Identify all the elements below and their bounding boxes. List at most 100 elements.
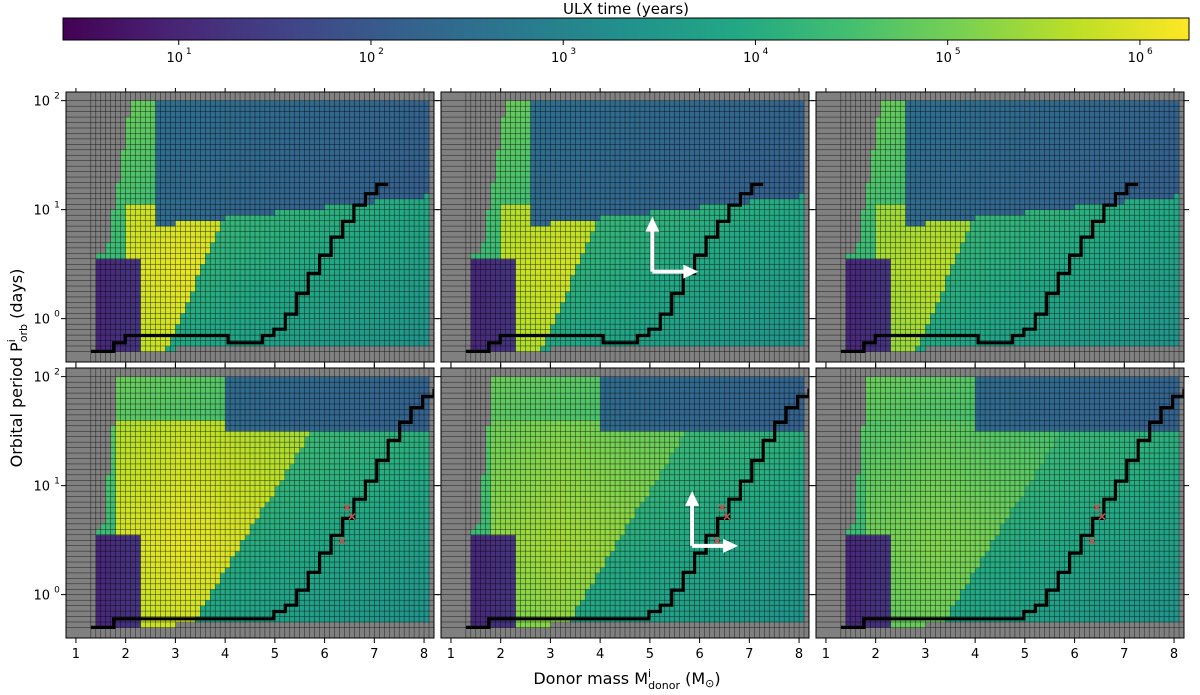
heatmap-cell [654, 160, 661, 167]
heatmap-cell [245, 193, 251, 200]
heatmap-cell [245, 291, 251, 298]
heatmap-cell [299, 286, 306, 292]
heatmap-cell [329, 198, 335, 205]
heatmap-cell [684, 182, 690, 189]
heatmap-cell [629, 329, 636, 336]
heatmap-cell [354, 258, 360, 265]
heatmap-cell [409, 198, 415, 205]
heatmap-cell [540, 198, 546, 205]
heatmap-cell [210, 226, 216, 232]
heatmap-cell [334, 215, 340, 221]
heatmap-cell [520, 127, 526, 134]
heatmap-cell [105, 280, 112, 287]
heatmap-cell [409, 280, 415, 287]
heatmap-cell [674, 280, 681, 287]
heatmap-cell [100, 302, 107, 309]
heatmap-cell [424, 340, 430, 347]
heatmap-cell [95, 313, 102, 320]
heatmap-cell [364, 117, 370, 123]
heatmap-cell [200, 144, 206, 151]
heatmap-cell [359, 187, 365, 194]
heatmap-cell [349, 160, 355, 167]
heatmap-cell [150, 204, 156, 211]
heatmap-cell [565, 122, 571, 129]
heatmap-cell [565, 313, 571, 320]
heatmap-cell [639, 324, 646, 330]
heatmap-cell [679, 198, 685, 205]
heatmap-cell [379, 171, 385, 178]
heatmap-cell [580, 258, 586, 265]
heatmap-cell [389, 106, 395, 112]
heatmap-cell [120, 193, 126, 200]
heatmap-cell [490, 345, 497, 352]
heatmap-cell [535, 106, 541, 112]
heatmap-cell [175, 296, 181, 303]
heatmap-cell [374, 340, 380, 347]
heatmap-cell [364, 155, 370, 161]
heatmap-cell [160, 106, 166, 112]
heatmap-cell [150, 149, 156, 156]
heatmap-cell [339, 193, 345, 200]
heatmap-cell [369, 231, 375, 238]
heatmap-cell [540, 215, 546, 221]
heatmap-cell [135, 122, 141, 129]
heatmap-cell [145, 133, 151, 140]
heatmap-cell [130, 187, 136, 194]
heatmap-cell [664, 177, 671, 183]
heatmap-cell [580, 291, 586, 298]
heatmap-cell [689, 149, 695, 156]
heatmap-cell [560, 275, 566, 281]
heatmap-cell [250, 133, 256, 140]
heatmap-cell [374, 242, 380, 249]
heatmap-cell [180, 302, 186, 309]
heatmap-cell [530, 220, 536, 227]
heatmap-cell [200, 166, 206, 172]
heatmap-cell [560, 280, 566, 287]
heatmap-cell [379, 106, 385, 112]
heatmap-cell [110, 264, 117, 270]
heatmap-cell [540, 318, 546, 325]
heatmap-cell [525, 149, 531, 156]
heatmap-cell [545, 345, 551, 352]
heatmap-cell [495, 335, 501, 341]
heatmap-cell [245, 302, 251, 309]
heatmap-cell [264, 286, 271, 292]
heatmap-cell [419, 111, 425, 118]
heatmap-cell [515, 117, 521, 123]
heatmap-cell [485, 286, 492, 292]
heatmap-cell [230, 286, 236, 292]
heatmap-cell [279, 187, 286, 194]
heatmap-cell [615, 269, 621, 276]
heatmap-cell [175, 329, 181, 336]
heatmap-cell [510, 155, 516, 161]
heatmap-cell [674, 324, 681, 330]
heatmap-cell [399, 242, 405, 249]
heatmap-cell [309, 324, 315, 330]
heatmap-cell [575, 122, 581, 129]
heatmap-cell [525, 177, 531, 183]
heatmap-cell [379, 187, 385, 194]
heatmap-cell [259, 231, 266, 238]
heatmap-cell [590, 166, 596, 172]
heatmap-cell [615, 166, 621, 172]
heatmap-cell [535, 318, 541, 325]
heatmap-cell [520, 160, 526, 167]
heatmap-cell [585, 149, 591, 156]
heatmap-cell [299, 258, 306, 265]
heatmap-cell [649, 198, 656, 205]
heatmap-cell [269, 264, 276, 270]
heatmap-cell [195, 236, 201, 243]
heatmap-cell [505, 127, 511, 134]
heatmap-cell [364, 340, 370, 347]
heatmap-cell [254, 307, 261, 314]
heatmap-cell [269, 204, 276, 211]
heatmap-cell [580, 209, 586, 216]
heatmap-cell [185, 231, 191, 238]
heatmap-cell [314, 171, 320, 178]
heatmap-cell [190, 291, 196, 298]
heatmap-cell [245, 329, 251, 336]
heatmap-cell [180, 187, 186, 194]
heatmap-cell [354, 122, 360, 129]
heatmap-cell [535, 286, 541, 292]
